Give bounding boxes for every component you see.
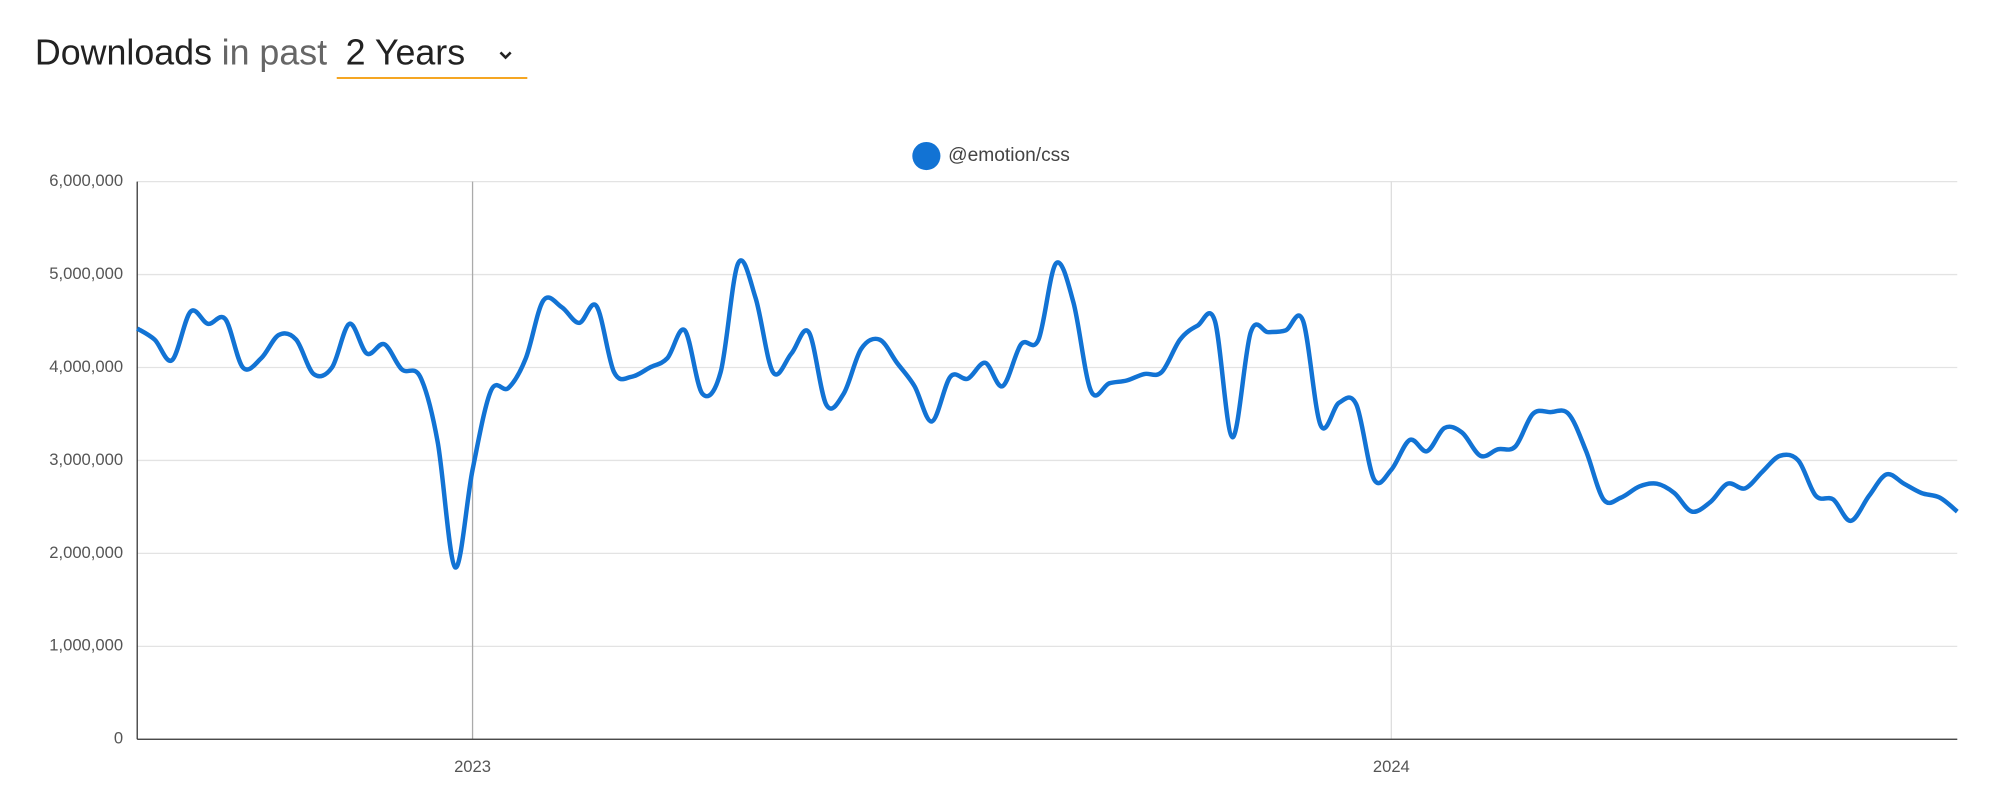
- y-tick-label: 4,000,000: [49, 357, 123, 376]
- dropdown-chevron[interactable]: [499, 51, 512, 60]
- series-line: [136, 258, 1959, 570]
- dropdown-box[interactable]: [336, 30, 528, 79]
- header-subtitle: in past: [222, 32, 328, 72]
- dropdown-value[interactable]: 2 Years: [346, 32, 465, 72]
- y-tick-label: 3,000,000: [49, 450, 123, 469]
- y-tick-label: 6,000,000: [49, 171, 123, 190]
- x-tick-label: 2024: [1373, 757, 1410, 776]
- y-tick-label: 0: [114, 729, 123, 748]
- y-tick-label: 2,000,000: [49, 543, 123, 562]
- y-tick-label: 5,000,000: [49, 264, 123, 283]
- period-dropdown[interactable]: 2 Years: [336, 30, 528, 79]
- x-tick-label: 2023: [454, 757, 491, 776]
- header-title: Downloads: [35, 32, 212, 72]
- y-tick-label: 1,000,000: [49, 636, 123, 655]
- legend-label: @emotion/css: [948, 145, 1070, 166]
- legend-swatch: [912, 141, 941, 171]
